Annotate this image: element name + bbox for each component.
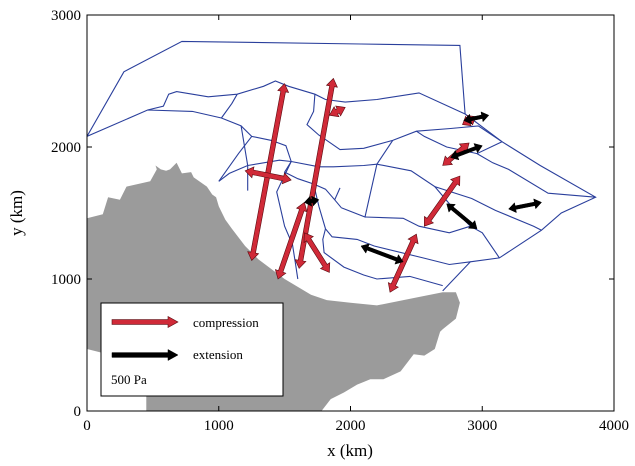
extension-arrow-5: [508, 198, 542, 214]
block-boundary-21: [276, 161, 299, 280]
block-boundary-4: [240, 125, 249, 191]
legend-box: [100, 302, 284, 397]
extension-arrow-2: [446, 203, 478, 230]
x-tick-label-3: 3000: [467, 418, 497, 434]
stress-arrows: [244, 77, 542, 293]
block-boundary-6: [218, 136, 253, 182]
block-boundary-20: [322, 228, 443, 287]
block-boundary-2: [147, 80, 466, 115]
block-boundary-14: [476, 153, 596, 198]
extension-arrow-4: [463, 111, 490, 125]
x-tick-label-2: 2000: [336, 418, 366, 434]
y-tick-label-0: 0: [74, 404, 82, 420]
compression-arrow-3: [294, 77, 338, 269]
x-axis-label: x (km): [327, 441, 373, 460]
legend-arrows: [111, 315, 179, 361]
y-tick-label-1: 1000: [51, 272, 81, 288]
block-boundary-0: [87, 40, 466, 137]
legend-compression-arrow: [111, 315, 179, 329]
extension-arrow-1: [360, 243, 404, 265]
x-tick-label-1: 1000: [204, 418, 234, 434]
block-boundary-5: [220, 93, 238, 119]
compression-arrow-9: [423, 175, 461, 227]
compression-arrow-1: [244, 166, 292, 185]
compression-arrow-5: [328, 105, 346, 118]
block-boundary-3: [442, 113, 597, 292]
compression-arrow-4: [303, 232, 331, 273]
axis-ticks: 0 1000 2000 3000 4000 0 1000 2000 3000: [51, 8, 629, 434]
compression-arrow-6: [387, 233, 419, 293]
x-tick-label-0: 0: [83, 418, 91, 434]
block-boundary-10: [306, 94, 503, 151]
legend-scale-label: 500 Pa: [111, 372, 147, 387]
block-boundary-12: [376, 140, 394, 165]
y-axis-label: y (km): [7, 190, 26, 236]
x-tick-label-4: 4000: [599, 418, 629, 434]
legend: compression extension 500 Pa: [100, 302, 284, 397]
block-boundary-19: [313, 183, 471, 266]
block-boundary-17: [364, 216, 471, 234]
extension-arrow-0: [303, 195, 320, 207]
legend-label-extension: extension: [193, 347, 243, 362]
compression-arrow-0: [247, 83, 290, 262]
legend-extension-arrow: [111, 349, 179, 361]
extension-arrow-3: [450, 143, 483, 161]
block-boundary-18: [334, 187, 341, 201]
block-boundary-13: [341, 164, 378, 218]
block-boundary-7: [218, 159, 292, 182]
y-tick-label-2: 2000: [51, 140, 81, 156]
block-boundary-9: [291, 160, 377, 168]
block-boundary-11: [416, 130, 503, 155]
y-tick-label-3: 3000: [51, 8, 81, 24]
legend-label-compression: compression: [193, 315, 259, 330]
block-boundary-15: [376, 163, 542, 231]
block-boundary-1: [87, 109, 292, 162]
